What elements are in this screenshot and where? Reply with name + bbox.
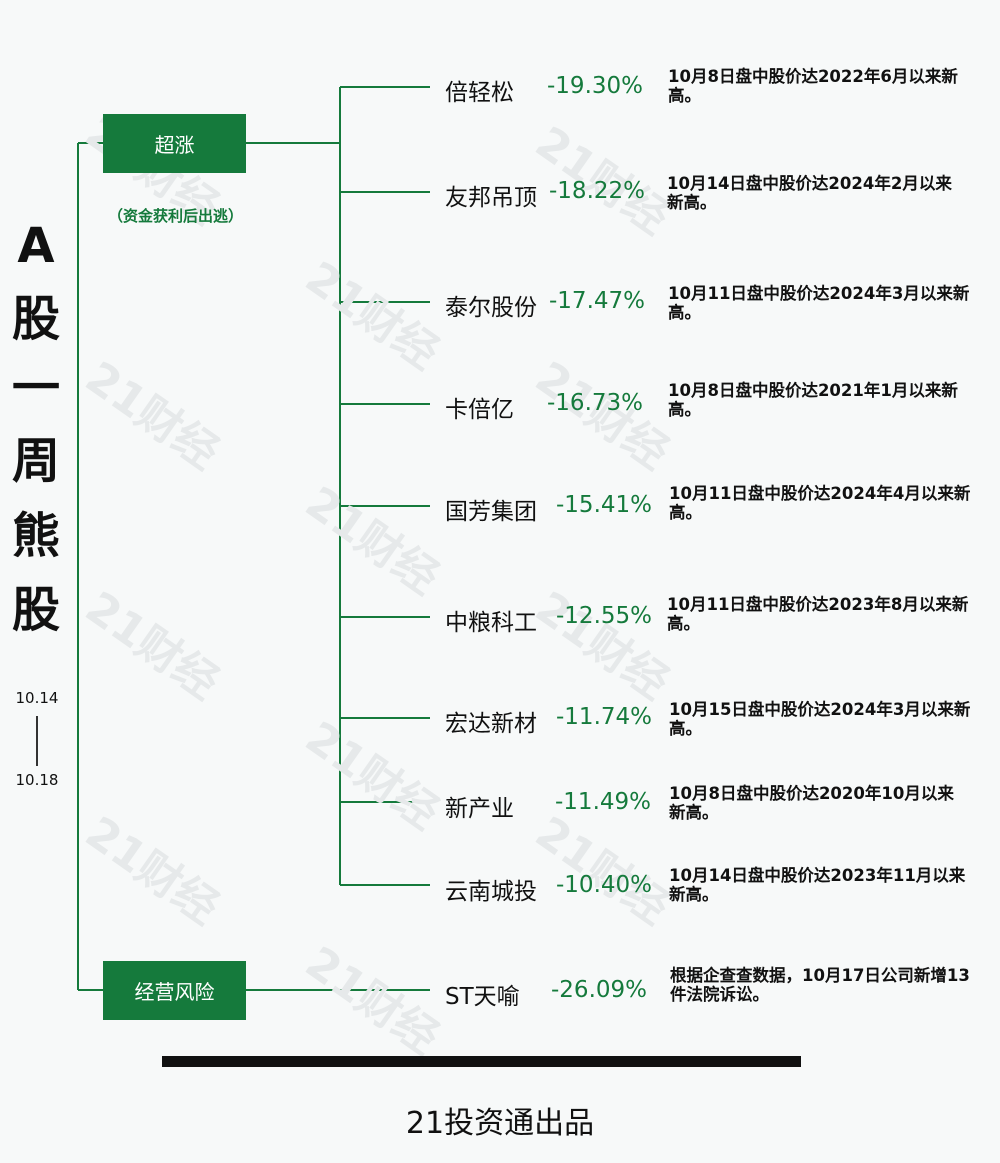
category-box-overbought: 超涨 (103, 114, 246, 173)
stock-name: 卡倍亿 (445, 397, 514, 423)
stock-note: 10月8日盘中股价达2020年10月以来新高。 (669, 784, 954, 822)
stock-change: -19.30% (547, 73, 643, 99)
stock-name: ST天喻 (445, 984, 520, 1010)
title-char: 一 (11, 360, 60, 416)
stock-note: 10月11日盘中股价达2023年8月以来新高。 (667, 595, 969, 633)
stock-name: 倍轻松 (445, 80, 514, 106)
stock-change: -16.73% (547, 390, 643, 416)
stock-change: -11.49% (555, 789, 651, 815)
stock-change: -17.47% (549, 288, 645, 314)
title-char: 熊 (11, 508, 60, 564)
category-note: （资金获利后出逃） (108, 207, 244, 225)
category-label: 经营风险 (134, 980, 215, 1004)
stock-note: 10月15日盘中股价达2024年3月以来新高。 (669, 700, 971, 738)
stock-note: 10月14日盘中股价达2024年2月以来新高。 (667, 174, 952, 212)
stock-change: -11.74% (556, 704, 652, 730)
stock-note: 10月8日盘中股价达2021年1月以来新高。 (668, 381, 958, 419)
date-start: 10.14 (15, 689, 59, 707)
footer-credit: 21投资通出品 (405, 1106, 595, 1141)
title-char: A (17, 218, 55, 274)
stock-name: 中粮科工 (445, 610, 537, 636)
date-separator (36, 716, 38, 766)
category-box-operating-risk: 经营风险 (103, 961, 246, 1020)
category-label: 超涨 (154, 133, 195, 157)
stock-change: -15.41% (556, 492, 652, 518)
stock-name: 友邦吊顶 (445, 185, 537, 211)
stock-name: 云南城投 (445, 879, 537, 905)
stock-name: 新产业 (445, 796, 514, 822)
stock-note: 根据企查查数据，10月17日公司新增13件法院诉讼。 (670, 966, 970, 1004)
stock-change: -10.40% (556, 872, 652, 898)
stock-note: 10月11日盘中股价达2024年4月以来新高。 (669, 484, 971, 522)
stock-name: 宏达新材 (445, 711, 537, 737)
stock-change: -12.55% (556, 603, 652, 629)
title-char: 周 (11, 433, 60, 489)
stock-name: 泰尔股份 (445, 295, 537, 321)
title-char: 股 (11, 291, 60, 347)
stock-change: -18.22% (549, 178, 645, 204)
title-char: 股 (11, 582, 60, 638)
stock-name: 国芳集团 (445, 499, 537, 525)
stock-note: 10月11日盘中股价达2024年3月以来新高。 (668, 284, 970, 322)
stock-change: -26.09% (551, 977, 647, 1003)
stock-note: 10月8日盘中股价达2022年6月以来新高。 (668, 67, 958, 105)
date-end: 10.18 (15, 771, 59, 789)
divider-bar (162, 1056, 801, 1067)
stock-note: 10月14日盘中股价达2023年11月以来新高。 (669, 866, 966, 904)
